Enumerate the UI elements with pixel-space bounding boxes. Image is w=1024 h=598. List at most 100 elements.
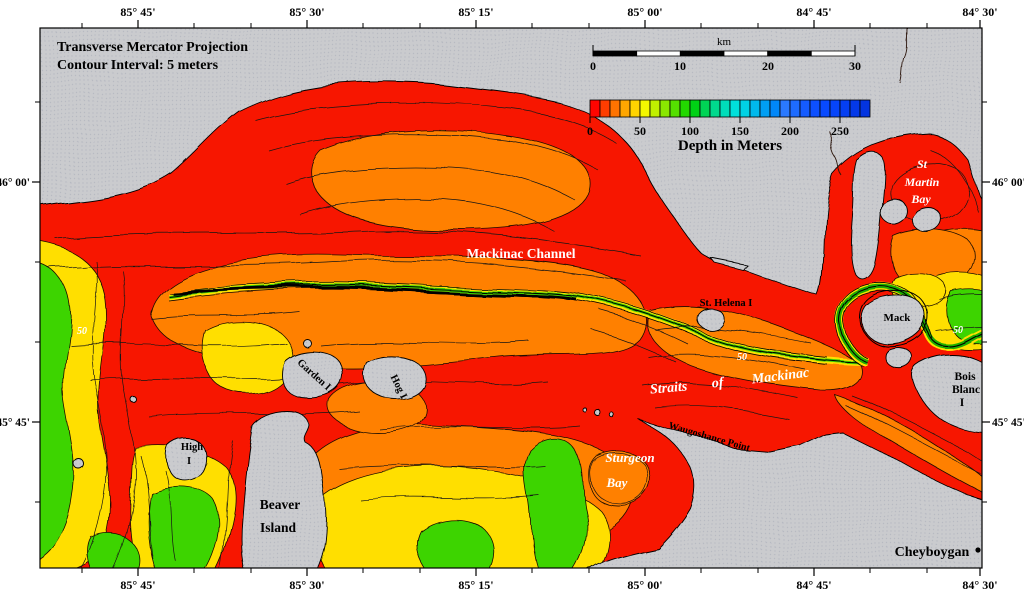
label-st-martin-bay: Martin [904,175,940,189]
title-block: Transverse Mercator Projection Contour I… [57,40,248,73]
label-bois-blanc: Bois [954,371,976,383]
label-st-martin-bay: Bay [910,192,931,206]
legend-swatch [819,99,831,118]
axis-labels-bottom: 85° 45' 85° 30' 85° 15' 85° 00' 84° 45' … [120,578,997,592]
projection-title: Transverse Mercator Projection [57,40,248,55]
legend-swatch [629,99,641,118]
axis-labels-top: 85° 45' 85° 30' 85° 15' 85° 00' 84° 45' … [120,5,997,19]
depth-label-50: 50 [737,352,747,363]
island-garden [280,350,344,399]
label-straits: of [711,375,725,391]
axis-label: 46° 00' [0,177,30,189]
river-lines [827,28,907,177]
label-st-martin-bay: St [917,157,928,171]
legend-swatch [749,99,761,118]
axis-label: 85° 00' [627,578,662,592]
axis-label: 85° 30' [289,5,324,19]
axis-label: 45° 45' [0,417,30,429]
axis-label: 85° 15' [458,578,493,592]
axis-label: 85° 30' [289,578,324,592]
island-st-helena [696,307,724,329]
label-sturgeon-bay: Sturgeon [605,450,654,465]
axis-labels-right: 46° 00' 45° 45' [992,177,1024,429]
island-hog [362,355,427,401]
island-st-ignace-peninsula [851,152,885,280]
legend-tick-label: 200 [781,124,799,138]
legend-swatch [669,99,681,118]
scale-bar-unit: km [717,36,732,48]
legend-tick-label: 0 [587,124,593,138]
island-st-martin-2 [912,208,942,233]
islet-1 [301,337,311,347]
legend-swatch [699,99,711,118]
axis-label: 84° 30' [962,5,997,19]
major-ticks [32,20,990,576]
islet-waugoshance-2 [610,413,616,419]
map-frame: 85° 45' 85° 30' 85° 15' 85° 00' 84° 45' … [0,5,1024,592]
islet-waugoshance-3 [582,407,588,413]
legend-swatch [769,99,781,118]
label-mackinac-island: Mack [884,312,912,324]
axis-labels-left: 46° 00' 45° 45' [0,177,30,429]
legend-swatch [609,99,621,118]
legend-swatch [659,99,671,118]
legend-title: Depth in Meters [678,138,782,154]
island-round [884,347,913,369]
scale-tick: 10 [674,59,686,73]
land-upper-peninsula [40,28,982,297]
legend-swatch [619,99,631,118]
island-high [165,438,206,480]
axis-label: 46° 00' [992,177,1024,189]
legend-swatch [839,99,851,118]
islet-trout [129,395,137,403]
depth-label-50: 50 [953,325,963,336]
island-mackinac [861,295,926,345]
label-bois-blanc: Blanc [952,384,980,396]
legend-tick-label: 50 [634,124,646,138]
legend-swatch [679,99,691,118]
axis-label: 85° 45' [120,5,155,19]
label-straits: Straits [649,379,688,397]
legend-swatch [779,99,791,118]
map-plot-area [40,28,982,568]
legend-swatch [709,99,721,118]
legend-swatch [739,99,751,118]
axis-label: 85° 45' [120,578,155,592]
cheboygan-town-marker [975,547,981,553]
land-masses [40,28,982,568]
scale-tick: 30 [849,59,861,73]
legend-swatch [759,99,771,118]
legend-swatch [829,99,841,118]
legend-swatch [809,99,821,118]
legend-swatch [589,99,601,118]
axis-label: 85° 00' [627,5,662,19]
legend-tick-label: 150 [731,124,749,138]
label-sturgeon-bay: Bay [606,475,628,490]
legend-swatch [859,99,871,118]
label-high-island: High [181,442,203,453]
legend-swatch [719,99,731,118]
legend-tick-label: 250 [831,124,849,138]
label-high-island: I [187,456,191,467]
axis-label: 84° 45' [796,578,831,592]
label-cheboygan: Cheyboygan [895,545,970,560]
label-mackinac-channel: Mackinac Channel [466,246,575,261]
legend-swatch [599,99,611,118]
axis-label: 45° 45' [992,417,1024,429]
spit-pointe-aux-chenes [710,258,749,272]
legend-swatch [689,99,701,118]
legend-swatch [789,99,801,118]
scale-bar: km 0 10 20 30 [590,36,861,73]
legend-ticks [589,117,841,123]
legend-swatch [729,99,741,118]
axis-label: 85° 15' [458,5,493,19]
contour-lines [47,103,982,568]
minor-ticks [35,23,987,573]
island-beaver [240,411,327,568]
scale-tick: 0 [590,59,596,73]
island-bois-blanc [911,354,982,433]
legend-tick-label: 100 [681,124,699,138]
label-beaver-island: Island [260,520,297,535]
